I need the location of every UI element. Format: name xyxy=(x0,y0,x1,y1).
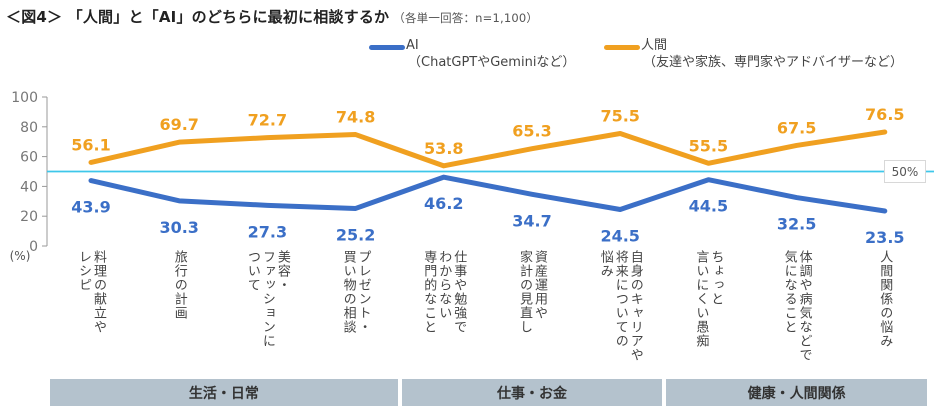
data-label-human: 56.1 xyxy=(71,135,110,154)
y-axis: 0 20 40 60 80 100 (%) xyxy=(10,90,48,263)
series-line-ai xyxy=(88,174,888,214)
series-line-human xyxy=(88,129,888,169)
data-label-ai: 46.2 xyxy=(424,194,463,213)
data-label-human: 75.5 xyxy=(600,107,639,126)
data-label-human: 65.3 xyxy=(512,122,551,141)
data-label-ai: 25.2 xyxy=(336,225,375,244)
data-label-ai: 43.9 xyxy=(71,198,110,217)
data-label-human: 69.7 xyxy=(159,115,198,134)
y-tick-label: 60 xyxy=(20,150,38,166)
y-tick-label: 0 xyxy=(29,239,38,255)
x-category-label: 自身のキャリアや 将来についての 悩み xyxy=(597,250,643,362)
x-category-label: 人間関係の悩み xyxy=(877,250,893,348)
x-category-label: プレゼント・ 買い物の相談 xyxy=(340,250,371,334)
data-label-human: 74.8 xyxy=(336,108,375,127)
x-category-label: ちょっと 言いにくい愚痴 xyxy=(693,250,724,348)
data-label-ai: 24.5 xyxy=(600,226,639,245)
reference-line-label: 50% xyxy=(884,160,926,183)
y-tick-label: 20 xyxy=(20,209,38,225)
y-tick-label: 80 xyxy=(20,120,38,136)
y-tick-label: 40 xyxy=(20,179,38,195)
legend-swatch-human xyxy=(604,45,640,50)
data-label-human: 76.5 xyxy=(865,105,904,124)
x-category-label: 資産運用や 家計の見直し xyxy=(517,250,547,334)
chart-title-main: ＜図4＞ 「人間」と「AI」のどちらに最初に相談するか xyxy=(6,8,390,26)
data-label-ai: 44.5 xyxy=(689,197,728,216)
chart-subtitle: （各単一回答：n=1,100） xyxy=(393,11,539,25)
legend-label-ai: AI （ChatGPTやGeminiなど） xyxy=(406,37,575,71)
data-labels: 43.9 30.3 27.3 25.2 46.2 34.7 24.5 44.5 32.5 23.5… xyxy=(71,105,904,247)
data-label-ai: 23.5 xyxy=(865,228,904,247)
data-label-human: 67.5 xyxy=(777,118,816,137)
x-category-label: 体調や病気などで 気になること xyxy=(781,250,812,362)
legend-name-human: 人間 xyxy=(641,38,668,53)
data-label-ai: 27.3 xyxy=(248,222,287,241)
series-group xyxy=(88,129,888,214)
y-tick-label: 100 xyxy=(11,90,38,106)
x-category-label: 旅行の計画 xyxy=(171,250,187,320)
data-label-human: 53.8 xyxy=(424,139,463,158)
category-group-box: 仕事・お金 xyxy=(401,379,663,406)
x-category-label: 料理の献立や レシピ xyxy=(76,250,106,334)
data-label-ai: 30.3 xyxy=(159,218,198,237)
y-axis-unit-label: (%) xyxy=(10,249,31,263)
data-label-ai: 32.5 xyxy=(777,215,816,234)
legend-swatch-ai xyxy=(369,45,405,50)
x-category-label: 美容・ ファッションに ついて xyxy=(244,250,290,348)
category-group-box: 健康・人間関係 xyxy=(666,379,927,406)
data-label-human: 55.5 xyxy=(689,136,728,155)
category-group-box: 生活・日常 xyxy=(50,379,398,406)
x-category-label: 仕事や勉強で わからない 専門的なこと xyxy=(421,250,467,334)
data-label-ai: 34.7 xyxy=(512,211,551,230)
legend-name-ai: AI xyxy=(406,38,419,53)
data-label-human: 72.7 xyxy=(248,111,287,130)
legend-label-human: 人間 （友達や家族、専門家やアドバイザーなど） xyxy=(641,37,903,71)
chart-title: ＜図4＞ 「人間」と「AI」のどちらに最初に相談するか （各単一回答：n=1,10… xyxy=(6,6,538,27)
legend-detail-human: （友達や家族、専門家やアドバイザーなど） xyxy=(643,55,904,70)
legend-detail-ai: （ChatGPTやGeminiなど） xyxy=(408,55,576,70)
